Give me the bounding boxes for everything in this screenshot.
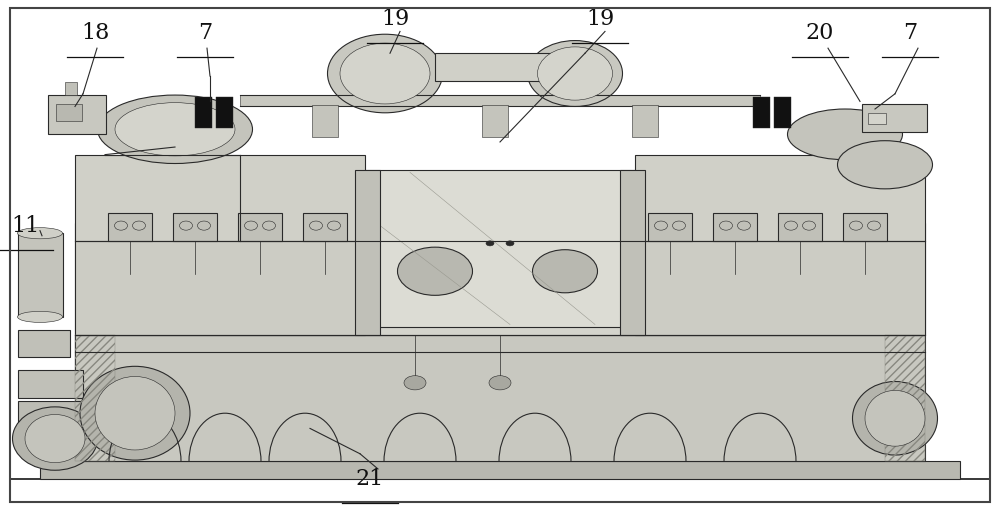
Ellipse shape <box>532 249 598 293</box>
Bar <box>48 95 106 134</box>
Ellipse shape <box>486 241 494 246</box>
Text: 18: 18 <box>81 22 109 44</box>
Ellipse shape <box>528 41 622 106</box>
Bar <box>303 213 347 241</box>
Ellipse shape <box>788 109 902 160</box>
Ellipse shape <box>404 376 426 390</box>
Bar <box>216 97 233 128</box>
Bar <box>18 370 83 398</box>
Bar <box>75 241 925 335</box>
Bar <box>238 213 282 241</box>
Text: 21: 21 <box>356 468 384 490</box>
Bar <box>868 113 886 124</box>
Ellipse shape <box>12 407 98 470</box>
Bar <box>18 233 63 317</box>
Text: 19: 19 <box>586 8 614 30</box>
Bar <box>862 104 927 132</box>
Ellipse shape <box>398 247 473 295</box>
Ellipse shape <box>838 141 932 189</box>
Bar <box>648 213 692 241</box>
Bar <box>108 213 152 241</box>
Bar <box>753 97 770 128</box>
Ellipse shape <box>538 47 612 100</box>
Ellipse shape <box>18 228 62 239</box>
Text: 20: 20 <box>806 22 834 44</box>
Ellipse shape <box>25 415 85 462</box>
Bar <box>774 97 791 128</box>
Bar <box>843 213 887 241</box>
Text: 11: 11 <box>11 214 39 237</box>
Ellipse shape <box>852 382 938 455</box>
Bar <box>56 104 82 121</box>
Bar <box>778 213 822 241</box>
Ellipse shape <box>340 43 430 104</box>
Ellipse shape <box>98 95 252 164</box>
Bar <box>713 213 757 241</box>
Ellipse shape <box>506 241 514 246</box>
Bar <box>240 95 760 106</box>
Bar <box>75 335 925 461</box>
Ellipse shape <box>328 34 442 113</box>
Bar <box>620 170 645 335</box>
Bar <box>312 105 338 137</box>
Ellipse shape <box>865 390 925 446</box>
Ellipse shape <box>115 102 235 156</box>
Bar <box>75 223 365 335</box>
Bar <box>173 213 217 241</box>
Bar <box>635 155 925 241</box>
Ellipse shape <box>489 376 511 390</box>
Text: 19: 19 <box>381 8 409 30</box>
Bar <box>195 97 212 128</box>
Bar <box>365 170 635 327</box>
Bar <box>65 82 77 95</box>
Text: 7: 7 <box>198 22 212 44</box>
Ellipse shape <box>80 366 190 460</box>
Bar <box>355 170 380 335</box>
Ellipse shape <box>95 376 175 450</box>
Text: 7: 7 <box>903 22 917 44</box>
Bar <box>18 401 93 428</box>
Bar <box>632 105 658 137</box>
Bar <box>482 105 508 137</box>
Bar <box>435 53 560 81</box>
Bar <box>635 223 925 335</box>
Bar <box>18 330 70 357</box>
Ellipse shape <box>18 311 62 322</box>
Bar <box>75 335 115 461</box>
Bar <box>75 155 365 241</box>
Bar <box>885 335 925 461</box>
Bar <box>40 461 960 479</box>
